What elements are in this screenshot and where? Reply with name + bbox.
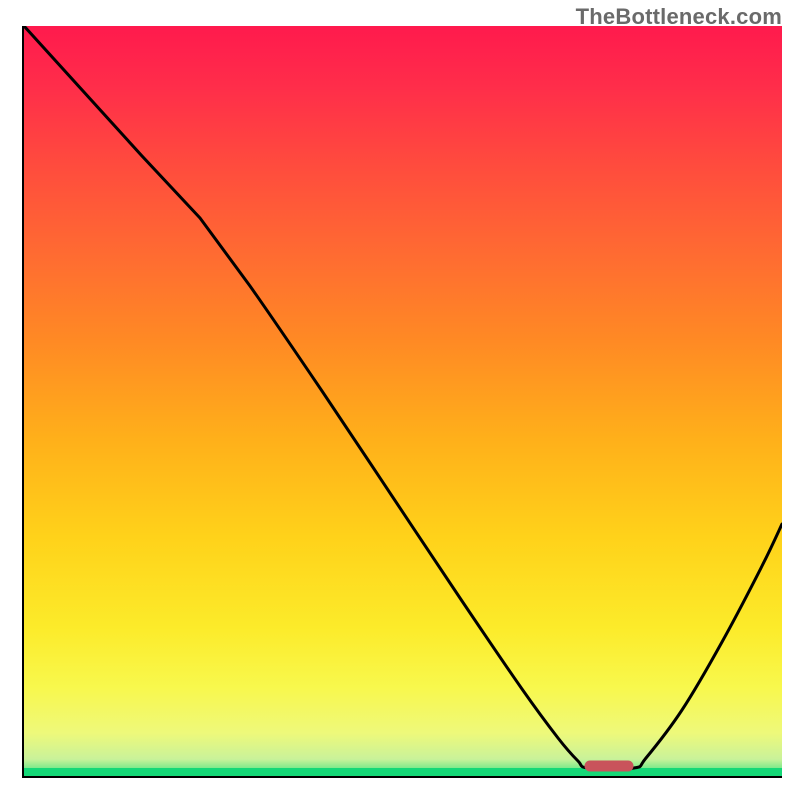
chart-background-gradient — [22, 26, 782, 778]
chart-svg — [22, 26, 782, 778]
chart-plot-area — [22, 26, 782, 778]
